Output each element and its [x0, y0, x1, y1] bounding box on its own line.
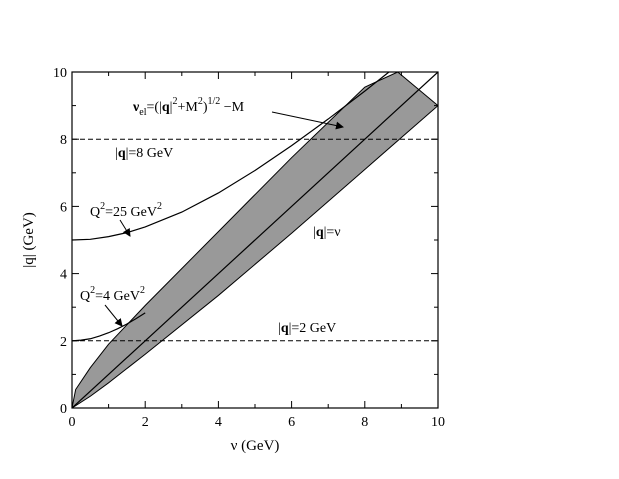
annotation-q2: |q|=2 GeV	[278, 321, 336, 336]
arrow-nu-el	[271, 111, 344, 130]
series-line-q2-25	[72, 72, 390, 241]
x-tick-label: 8	[361, 415, 368, 430]
y-axis-label: |q| (GeV)	[21, 212, 37, 268]
annotation-q2-25: Q2=25 GeV2	[90, 201, 162, 220]
axis-ticks: 00 2 2 4 4 6 6 8 8 10 10	[53, 66, 445, 430]
y-tick-label: 2	[60, 335, 67, 350]
x-tick-label: 10	[431, 415, 445, 430]
y-tick-label: 4	[60, 268, 67, 283]
series-line-q-eq-nu	[72, 72, 438, 408]
arrow-q2-25	[119, 219, 131, 237]
annotation-q8: |q|=8 GeV	[115, 146, 173, 161]
arrow-q2-4	[104, 304, 123, 327]
annotation-q-eq-nu: |q|=ν	[313, 225, 341, 240]
annotation-q2-4: Q2=4 GeV2	[80, 285, 145, 304]
y-tick-label: 6	[60, 200, 67, 215]
y-tick-label: 0	[60, 402, 67, 417]
series-line-q2-4	[72, 312, 146, 342]
annotation-nu-el: νel=(|q|2+M2)1/2 −M	[132, 96, 245, 118]
x-axis-label: ν (GeV)	[231, 438, 280, 454]
plot-area	[72, 72, 438, 408]
x-tick-label: 2	[142, 415, 149, 430]
x-tick-label: 0	[69, 415, 76, 430]
y-tick-label: 10	[53, 66, 67, 81]
x-tick-label: 4	[215, 415, 222, 430]
y-tick-label: 8	[60, 133, 67, 148]
x-tick-label: 6	[288, 415, 295, 430]
